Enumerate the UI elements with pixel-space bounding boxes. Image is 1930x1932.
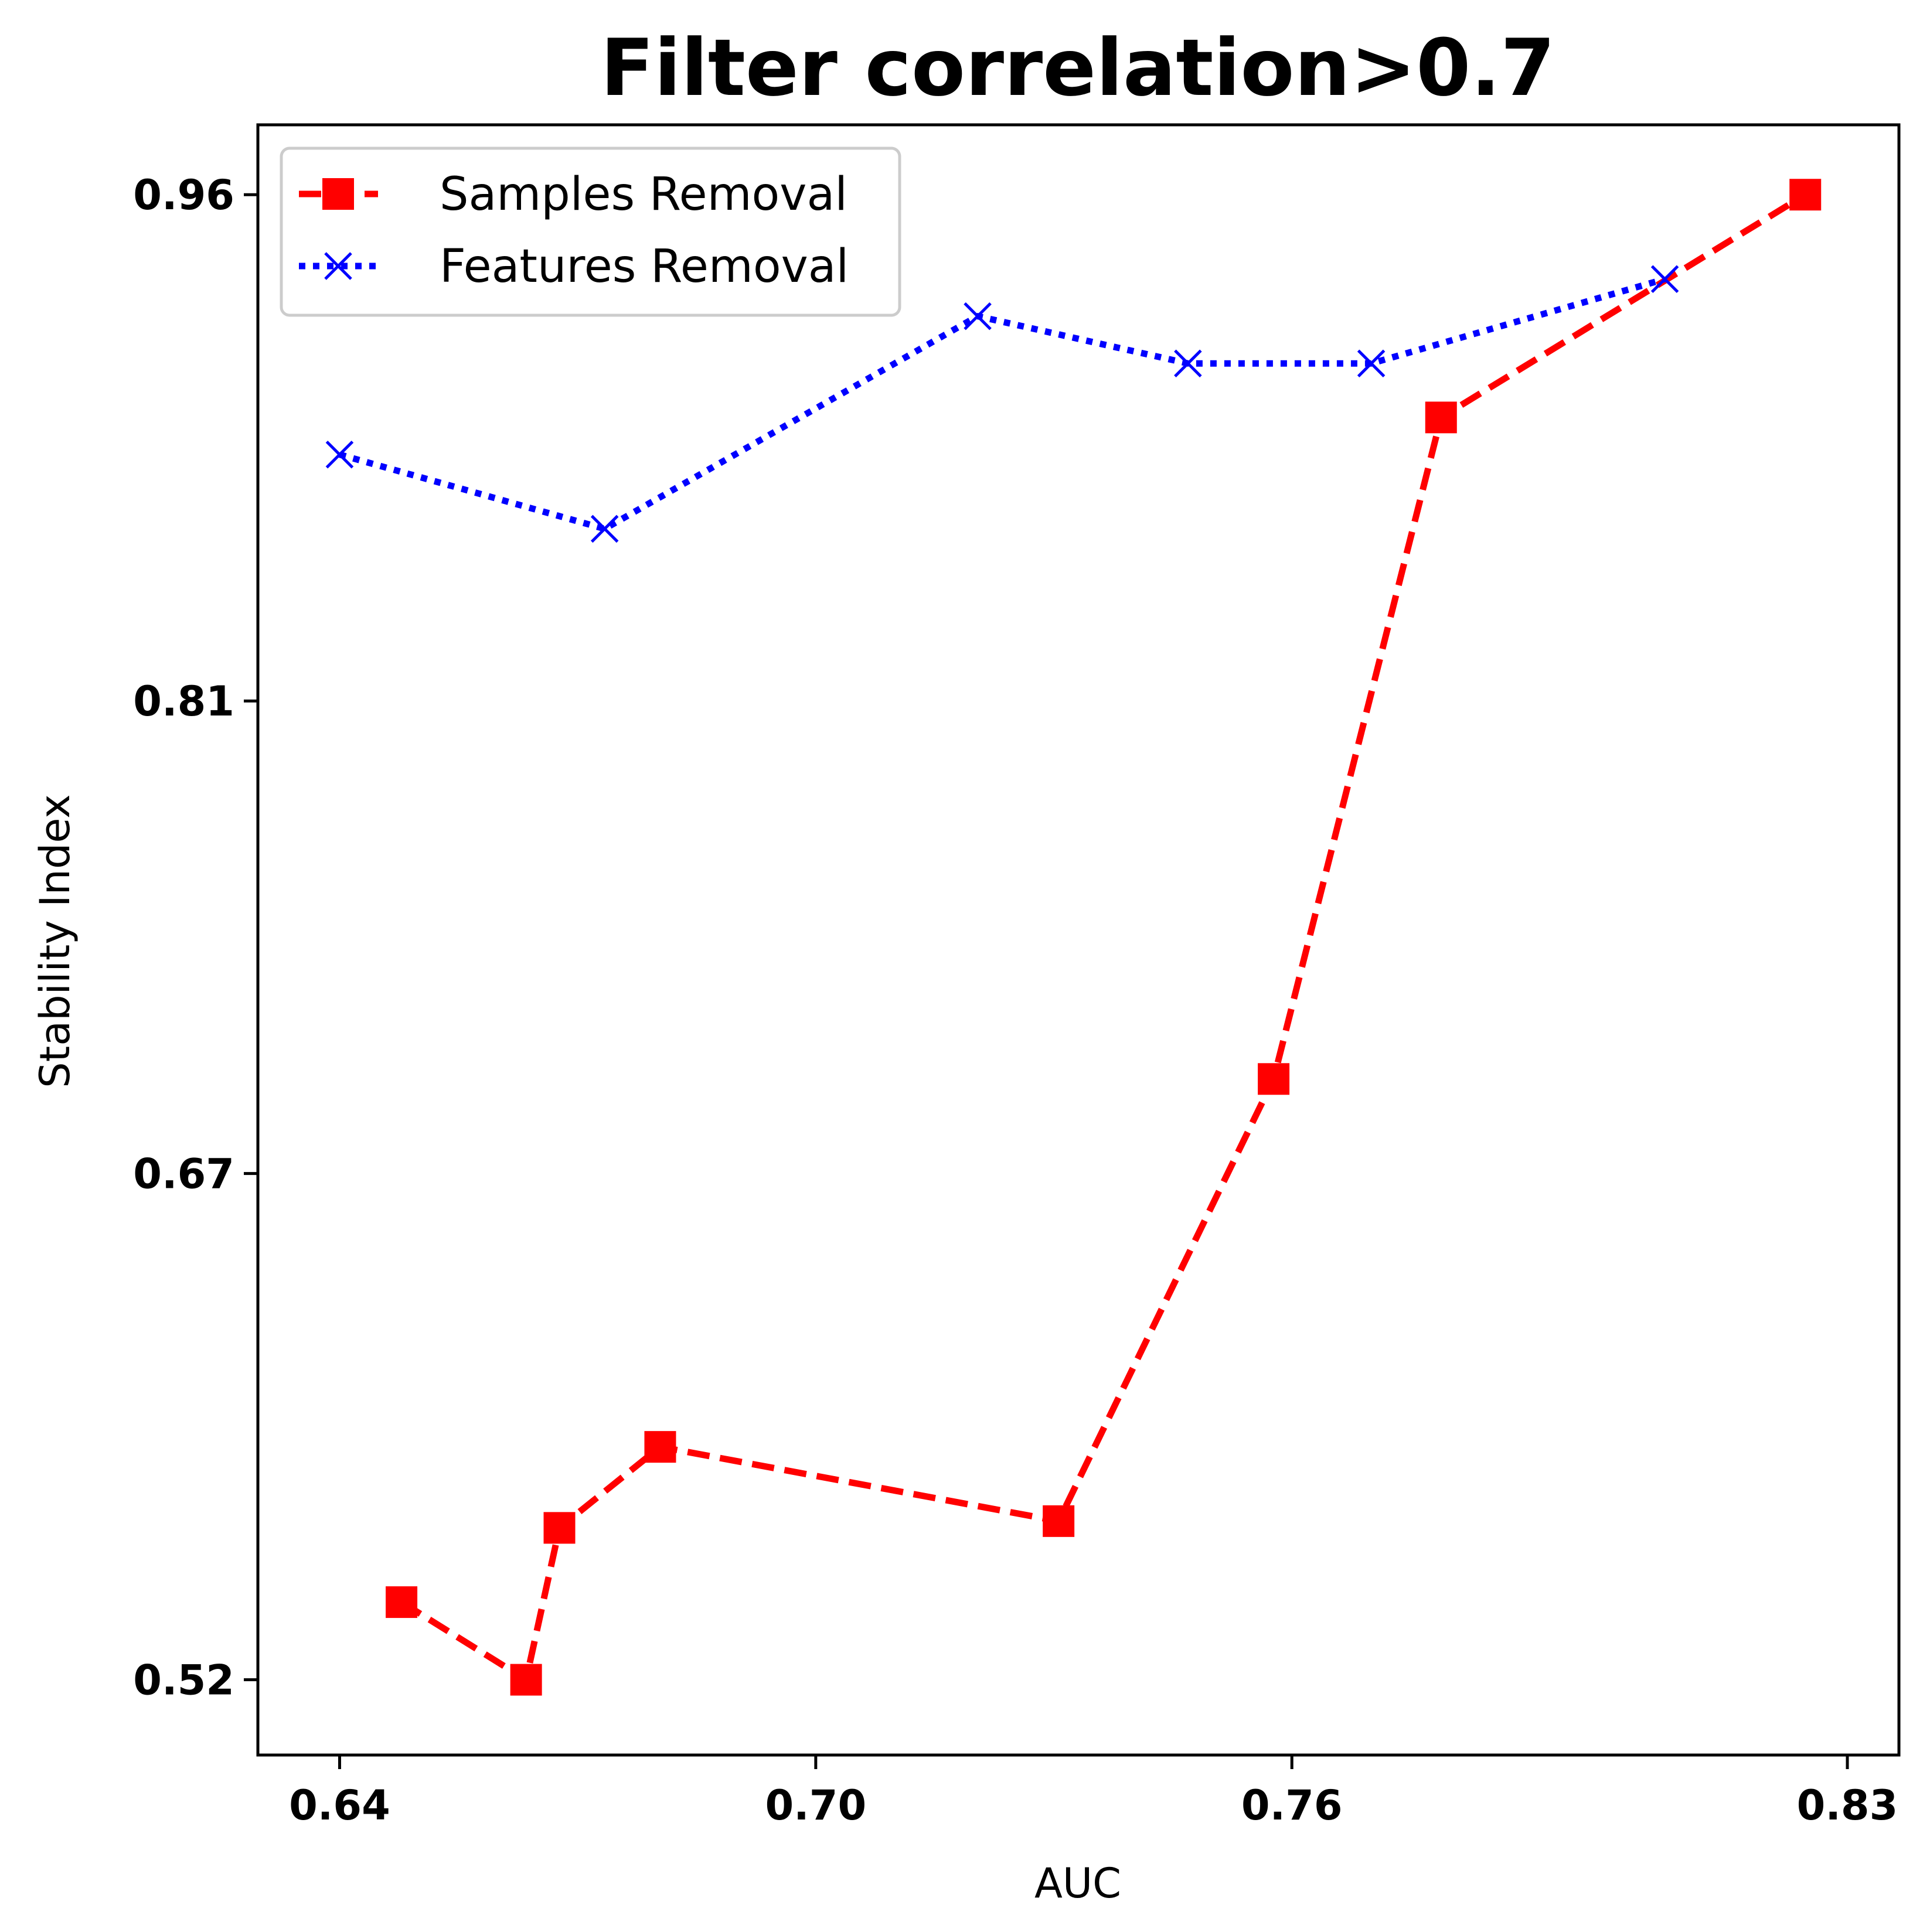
data-point <box>1043 1505 1075 1537</box>
y-axis: 0.52 0.67 0.81 0.96 <box>133 171 258 1705</box>
series-2 <box>325 265 1679 543</box>
data-point <box>964 302 992 330</box>
marker-stroke <box>964 302 992 330</box>
x-tick-label: 0.76 <box>1241 1781 1343 1829</box>
series-group <box>325 179 1822 1696</box>
marker-stroke <box>590 514 619 543</box>
marker-stroke <box>1650 265 1679 293</box>
series-line <box>400 192 1808 1684</box>
data-point <box>590 514 619 543</box>
x-tick-label: 0.83 <box>1797 1781 1898 1829</box>
data-point <box>1650 265 1679 293</box>
x-axis-label: AUC <box>1034 1859 1121 1907</box>
legend-marker <box>322 178 354 210</box>
x-tick-label: 0.64 <box>289 1781 390 1829</box>
x-tick-label: 0.70 <box>765 1781 866 1829</box>
y-tick-label: 0.81 <box>133 677 234 725</box>
data-point <box>1425 401 1457 434</box>
data-point <box>543 1512 576 1544</box>
data-point <box>325 440 354 469</box>
y-axis-label: Stability Index <box>31 794 79 1088</box>
data-point <box>1258 1063 1290 1095</box>
x-axis: 0.64 0.70 0.76 0.83 <box>289 1755 1898 1829</box>
series-1 <box>386 179 1822 1696</box>
chart-title: Filter correlation>0.7 <box>600 22 1555 114</box>
data-point <box>510 1664 542 1696</box>
y-tick-label: 0.67 <box>133 1150 234 1198</box>
legend-item-2: Features Removal <box>299 240 849 293</box>
legend-marker <box>324 252 352 280</box>
series-line <box>338 275 1666 532</box>
marker-stroke <box>1357 349 1386 377</box>
marker-stroke <box>324 252 352 280</box>
marker-stroke <box>325 440 354 469</box>
legend: Samples Removal Features Removal <box>280 146 901 317</box>
data-point <box>1789 179 1822 211</box>
plot-frame <box>256 123 1901 1757</box>
y-tick-label: 0.52 <box>133 1657 234 1705</box>
legend-label: Features Removal <box>440 240 849 293</box>
legend-box <box>280 146 901 317</box>
data-point <box>1174 349 1202 377</box>
legend-label: Samples Removal <box>440 168 847 221</box>
data-point <box>644 1431 676 1463</box>
legend-item-1: Samples Removal <box>299 168 847 221</box>
marker-stroke <box>1174 349 1202 377</box>
data-point <box>386 1586 418 1618</box>
y-tick-label: 0.96 <box>133 171 234 219</box>
data-point <box>1357 349 1386 377</box>
